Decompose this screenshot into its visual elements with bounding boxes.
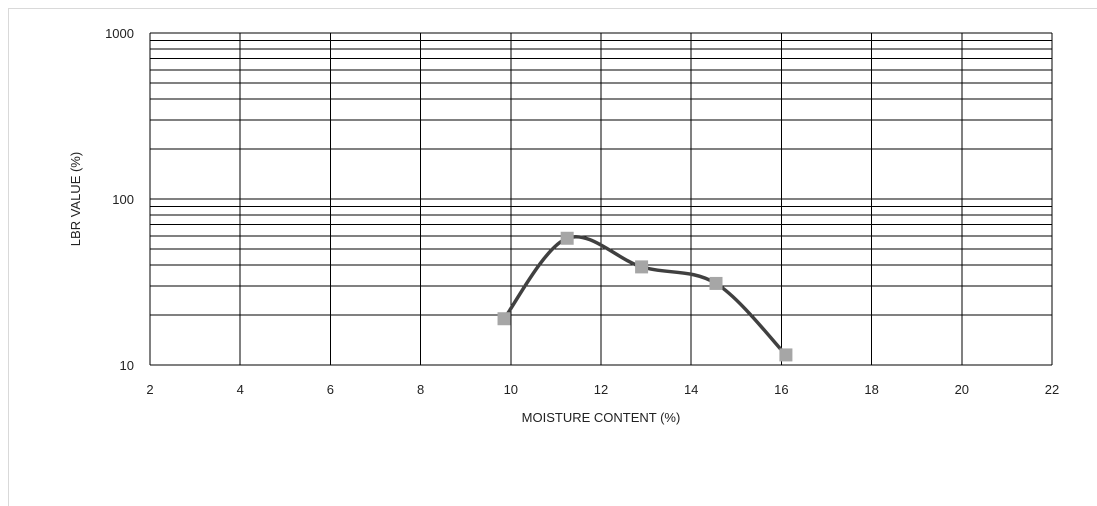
y-tick-labels: 10 100 1000 [105,26,134,373]
series-line [502,235,788,357]
y-axis-title: LBR VALUE (%) [68,152,83,246]
data-point-marker [560,231,574,245]
data-point-marker [635,260,649,274]
y-tick-label: 100 [112,192,134,207]
data-point-marker [497,312,511,326]
x-tick-label: 8 [417,382,424,397]
y-tick-label: 10 [120,358,134,373]
x-tick-label: 20 [955,382,969,397]
x-tick-label: 22 [1045,382,1059,397]
x-tick-label: 6 [327,382,334,397]
x-tick-label: 16 [774,382,788,397]
x-axis-title: MOISTURE CONTENT (%) [522,410,681,425]
grid-lines [149,32,1053,366]
x-tick-label: 10 [504,382,518,397]
x-tick-label: 2 [146,382,153,397]
x-tick-label: 12 [594,382,608,397]
x-tick-label: 4 [237,382,244,397]
x-tick-labels: 2 4 6 8 10 12 14 16 18 20 22 [146,382,1059,397]
x-tick-label: 14 [684,382,698,397]
series-group [502,235,788,357]
marker-group [497,231,793,362]
y-tick-label: 1000 [105,26,134,41]
x-tick-label: 18 [864,382,878,397]
chart-frame [8,8,1097,506]
data-point-marker [709,276,723,290]
data-point-marker [779,348,793,362]
